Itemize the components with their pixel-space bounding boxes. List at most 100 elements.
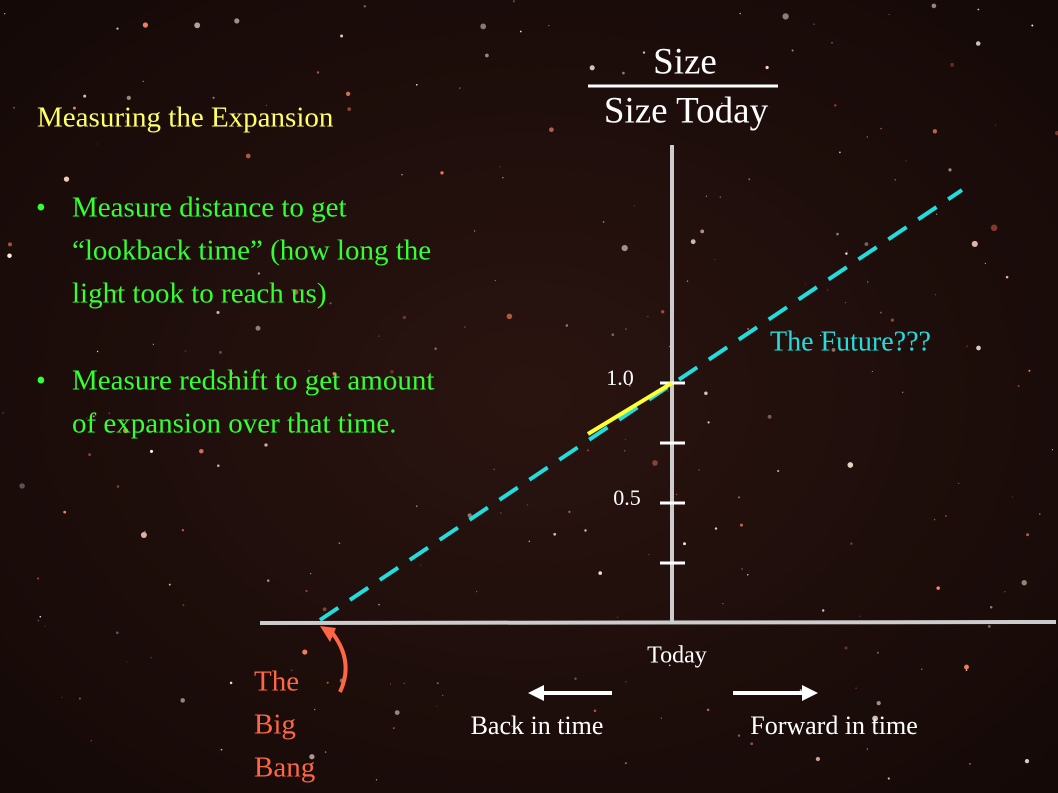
- star: [313, 708, 316, 711]
- star: [476, 591, 478, 593]
- star: [705, 195, 707, 197]
- star: [652, 460, 658, 466]
- star: [602, 220, 605, 223]
- star: [700, 229, 705, 234]
- star: [494, 280, 496, 282]
- star: [502, 177, 504, 179]
- star: [625, 328, 627, 330]
- star: [19, 483, 25, 489]
- star: [220, 748, 223, 751]
- star: [667, 390, 669, 392]
- star: [347, 107, 352, 111]
- star: [990, 224, 998, 232]
- star: [434, 347, 437, 350]
- star: [528, 540, 531, 543]
- bullet-line: “lookback time” (how long the: [72, 235, 431, 267]
- star: [108, 412, 110, 414]
- star: [621, 244, 628, 252]
- star: [737, 496, 741, 499]
- star: [945, 515, 947, 517]
- star: [933, 518, 936, 521]
- star: [499, 166, 501, 168]
- star: [625, 681, 627, 683]
- star: [255, 325, 261, 331]
- star: [845, 302, 847, 304]
- star: [720, 102, 723, 105]
- star: [593, 709, 597, 713]
- star: [690, 59, 693, 63]
- star: [124, 119, 129, 124]
- star: [704, 391, 708, 396]
- star: [984, 262, 986, 264]
- star: [976, 345, 981, 351]
- star: [777, 469, 780, 473]
- slide-title: Measuring the Expansion: [37, 102, 334, 134]
- star: [96, 350, 99, 353]
- star: [936, 586, 940, 590]
- star: [838, 151, 841, 154]
- star: [392, 727, 395, 730]
- star: [1028, 369, 1031, 372]
- star: [739, 12, 741, 15]
- star: [7, 253, 12, 258]
- star: [493, 468, 495, 470]
- star: [90, 740, 92, 742]
- star: [310, 572, 312, 575]
- star: [506, 313, 513, 320]
- star: [401, 174, 403, 176]
- star: [741, 568, 743, 570]
- star: [799, 689, 802, 692]
- star: [345, 91, 351, 96]
- star: [228, 380, 231, 383]
- star: [936, 213, 938, 215]
- star: [660, 717, 662, 719]
- star: [921, 668, 923, 670]
- star: [181, 529, 185, 532]
- star: [1039, 513, 1041, 515]
- star: [8, 242, 12, 247]
- star: [302, 649, 308, 655]
- star: [847, 462, 854, 468]
- star: [931, 3, 937, 9]
- star: [229, 372, 233, 375]
- star: [44, 625, 46, 627]
- star: [768, 106, 771, 108]
- star: [436, 682, 439, 685]
- star: [831, 41, 833, 44]
- star: [168, 583, 171, 586]
- bullet-line: Measure redshift to get amount: [72, 365, 434, 397]
- star: [958, 482, 960, 484]
- star: [879, 311, 882, 314]
- star: [189, 207, 192, 210]
- star: [568, 510, 571, 514]
- bullet-line: of expansion over that time.: [72, 408, 397, 440]
- star: [553, 532, 557, 536]
- star: [831, 348, 836, 352]
- star: [845, 252, 848, 255]
- star: [390, 683, 392, 685]
- star: [403, 682, 405, 684]
- star: [340, 34, 344, 38]
- star: [175, 124, 177, 126]
- star: [519, 30, 522, 33]
- star: [969, 763, 971, 765]
- star: [748, 178, 751, 181]
- star: [668, 345, 671, 348]
- star: [194, 118, 198, 122]
- star: [264, 443, 268, 447]
- x-axis: [259, 620, 1057, 625]
- star: [872, 715, 879, 722]
- star: [416, 505, 418, 507]
- big-bang-label: Bang: [254, 752, 315, 784]
- star: [324, 751, 327, 753]
- x-label: Today: [647, 643, 707, 669]
- star: [266, 579, 270, 582]
- star: [309, 754, 315, 760]
- star: [332, 372, 336, 376]
- arrow-head: [320, 626, 336, 642]
- star: [420, 564, 422, 566]
- star: [616, 616, 619, 619]
- star: [747, 327, 750, 330]
- star: [548, 24, 550, 27]
